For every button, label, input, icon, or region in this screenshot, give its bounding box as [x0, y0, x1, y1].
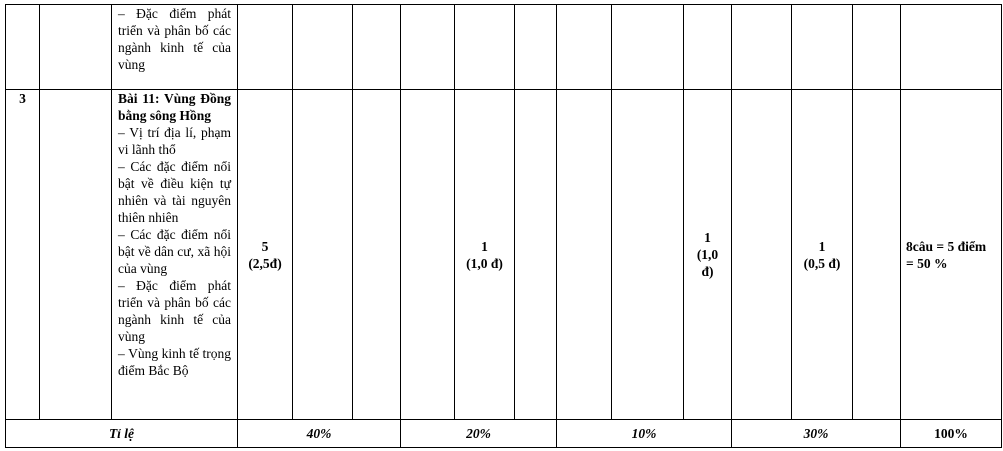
- topic-line: – Đặc điểm phát triển và phân bố các ngà…: [118, 278, 231, 344]
- question-count: 1: [818, 238, 826, 254]
- van-dung-cell: 1 (1,0 đ): [683, 89, 732, 420]
- stt-cell: [5, 4, 40, 90]
- ratio-van-dung: 10%: [556, 419, 732, 448]
- topic-line: – Các đặc điểm nổi bật về điều kiện tự n…: [118, 159, 231, 225]
- question-count: 1: [481, 238, 488, 254]
- table-row: – Đặc điểm phát triển và phân bố các ngà…: [5, 4, 1002, 90]
- topic-line: – Các đặc điểm nổi bật về dân cư, xã hội…: [118, 227, 231, 276]
- ratio-thong-hieu: 20%: [400, 419, 557, 448]
- question-score: (2,5đ): [248, 255, 282, 271]
- table-row: 3 Bài 11: Vùng Đồng bằng sông Hồng – Vị …: [5, 89, 1002, 420]
- topic-line: – Vị trí địa lí, phạm vi lãnh thổ: [118, 125, 231, 157]
- exam-matrix-table: – Đặc điểm phát triển và phân bố các ngà…: [5, 4, 1002, 448]
- question-score: (1,0 đ): [696, 247, 719, 279]
- topic-line: – Đặc điểm phát triển và phân bố các ngà…: [118, 6, 231, 72]
- question-score: (1,0 đ): [466, 255, 503, 271]
- topic-title: Bài 11: Vùng Đồng bằng sông Hồng: [118, 91, 231, 123]
- topic-cell: – Đặc điểm phát triển và phân bố các ngà…: [111, 4, 238, 90]
- ratio-row: Tỉ lệ 40% 20% 10% 30% 100%: [5, 419, 1002, 448]
- stt-cell: 3: [5, 89, 40, 420]
- thong-hieu-cell: 1 (1,0 đ): [454, 89, 515, 420]
- chapter-cell: [39, 4, 112, 90]
- van-dung-cao-cell: 1 (0,5 đ): [791, 89, 853, 420]
- ratio-van-dung-cao: 30%: [731, 419, 901, 448]
- topic-line: – Vùng kinh tế trọng điểm Bắc Bộ: [118, 346, 231, 378]
- ratio-nhan-biet: 40%: [237, 419, 401, 448]
- topic-cell: Bài 11: Vùng Đồng bằng sông Hồng – Vị tr…: [111, 89, 238, 420]
- nhan-biet-cell: 5 (2,5đ): [237, 89, 293, 420]
- chapter-cell: [39, 89, 112, 420]
- total-cell: 8câu = 5 điểm = 50 %: [900, 89, 1002, 420]
- question-count: 5: [261, 238, 269, 254]
- ratio-label: Tỉ lệ: [5, 419, 238, 448]
- question-score: (0,5 đ): [803, 255, 841, 271]
- ratio-total: 100%: [900, 419, 1002, 448]
- question-count: 1: [704, 230, 711, 245]
